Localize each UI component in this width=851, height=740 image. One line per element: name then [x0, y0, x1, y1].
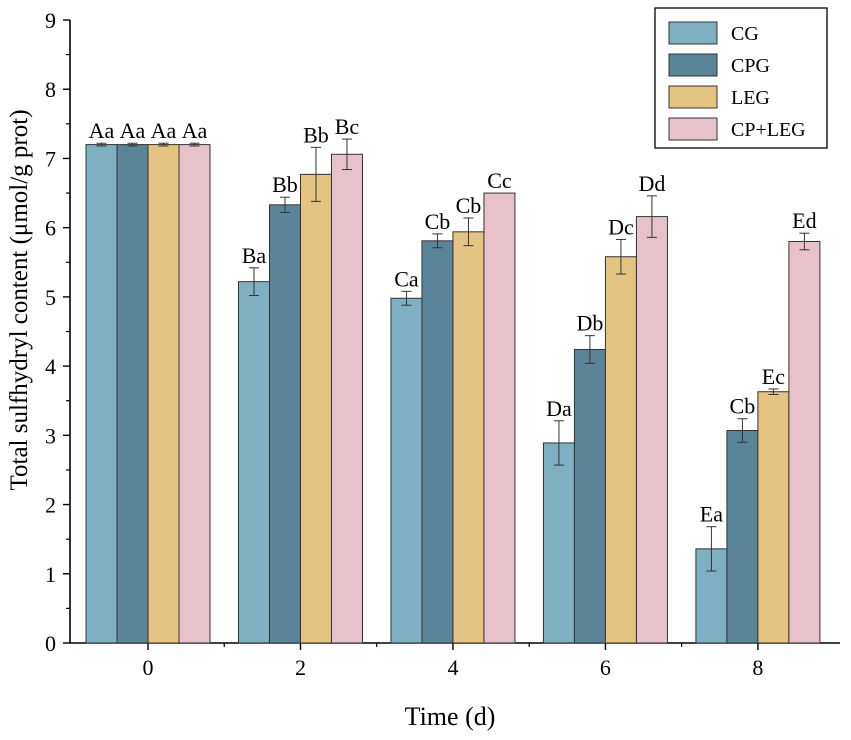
y-tick-label: 9 — [45, 8, 56, 33]
bar — [237, 281, 270, 644]
bar — [330, 153, 363, 644]
y-tick-label: 6 — [45, 216, 56, 241]
y-tick-label: 1 — [45, 562, 56, 587]
bar-label: Da — [546, 396, 572, 421]
x-tick-label: 8 — [752, 655, 763, 680]
bar-label: Ec — [762, 364, 785, 389]
legend-swatch — [668, 85, 718, 109]
bar — [116, 144, 149, 644]
bar — [178, 144, 211, 644]
bar — [390, 297, 423, 644]
x-tick-label: 4 — [447, 655, 458, 680]
bar-label: Ed — [792, 208, 816, 233]
bar-labels-layer: Aa Ba Ca Da Ea Aa Bb Cb Db Cb Aa Bb Cb Dc Ec Aa Bc Cc Dd Ed — [89, 114, 817, 527]
bar-label: Bb — [303, 122, 329, 147]
bar — [421, 240, 454, 644]
legend-label: LEG — [731, 87, 770, 109]
bar — [726, 429, 759, 644]
bar-label: Aa — [151, 118, 177, 143]
bar — [757, 391, 790, 644]
bar-label: Aa — [182, 118, 208, 143]
bar-label: Aa — [120, 118, 146, 143]
bar-label: Aa — [89, 118, 115, 143]
bar — [573, 348, 606, 644]
bar-label: Cb — [730, 394, 756, 419]
bar-label: Db — [576, 311, 603, 336]
bar-label: Ea — [700, 502, 723, 527]
y-tick-label: 5 — [45, 285, 56, 310]
legend-swatch — [668, 117, 718, 141]
bar — [542, 442, 575, 644]
bar-label: Bc — [335, 114, 360, 139]
bar — [604, 256, 637, 644]
y-tick-label: 4 — [45, 354, 56, 379]
bar — [788, 241, 821, 644]
x-tick-label: 0 — [143, 655, 154, 680]
y-axis-title: Total sulfhydryl content (μmol/g prot) — [6, 109, 33, 490]
bar-label: Dd — [638, 171, 665, 196]
bar-label: Cb — [425, 209, 451, 234]
bar-label: Cc — [487, 168, 512, 193]
x-axis-title: Time (d) — [405, 702, 496, 731]
bar-label: Bb — [272, 172, 298, 197]
bar — [483, 192, 516, 644]
legend: CG CPG LEG CP+LEG — [654, 7, 828, 149]
bar — [635, 216, 668, 644]
y-tick-label: 3 — [45, 423, 56, 448]
y-tick-label: 7 — [45, 146, 56, 171]
bar-label: Cb — [456, 193, 482, 218]
legend-swatch — [668, 53, 718, 77]
legend-label: CPG — [731, 55, 770, 77]
bar-label: Ba — [242, 243, 267, 268]
y-tick-label: 0 — [45, 631, 56, 656]
bar — [85, 144, 118, 644]
bars-layer — [85, 138, 821, 644]
x-tick-label: 6 — [600, 655, 611, 680]
bar — [268, 204, 301, 644]
bar — [299, 173, 332, 644]
bar-label: Dc — [608, 214, 634, 239]
legend-label: CP+LEG — [731, 119, 806, 141]
bar — [452, 231, 485, 644]
y-tick-label: 8 — [45, 77, 56, 102]
bar — [147, 144, 180, 644]
x-tick-label: 2 — [295, 655, 306, 680]
legend-swatch — [668, 21, 718, 45]
legend-label: CG — [731, 23, 759, 45]
bar-label: Ca — [394, 266, 419, 291]
y-tick-label: 2 — [45, 493, 56, 518]
